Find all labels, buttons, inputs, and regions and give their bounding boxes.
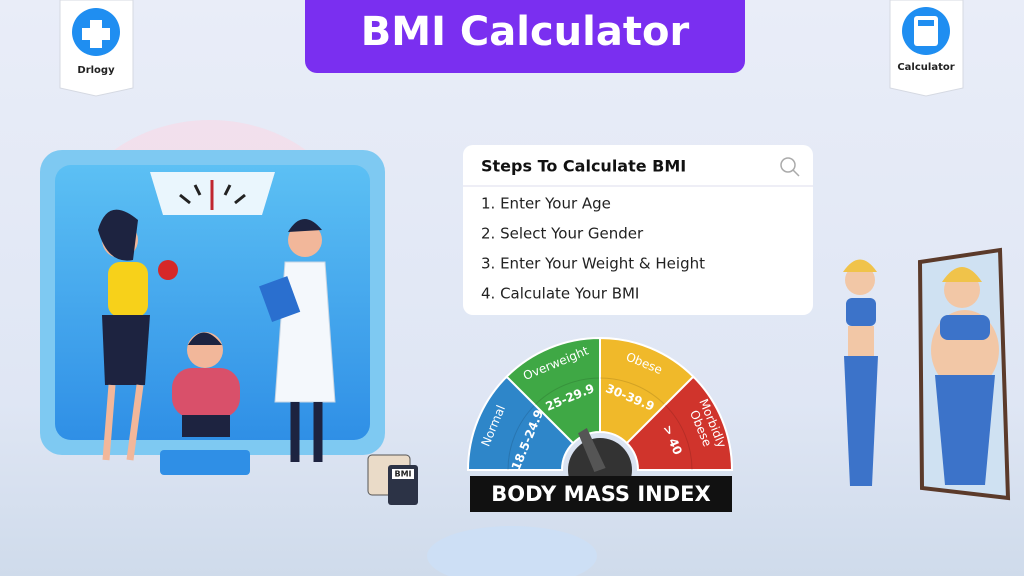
gauge-band bbox=[507, 404, 536, 471]
icon-label: BMI bbox=[394, 470, 411, 479]
gauge-banner bbox=[470, 476, 732, 512]
badge-label: Calculator bbox=[897, 62, 954, 73]
gauge-needle bbox=[578, 427, 606, 473]
step-item: 2. Select Your Gender bbox=[481, 225, 644, 243]
gauge-banner-text: BODY MASS INDEX bbox=[491, 482, 710, 506]
gauge-band bbox=[534, 377, 601, 406]
mirror-illustration bbox=[843, 247, 1011, 501]
scale-illustration bbox=[40, 150, 385, 475]
header-title: BMI Calculator bbox=[361, 9, 690, 55]
bmi-icon: BMI bbox=[367, 454, 418, 505]
steps-card: Steps To Calculate BMI 1. Enter Your Age… bbox=[463, 145, 813, 315]
bmi-gauge: Normal 18.5-24.9Overweight25-29.9Obese30-… bbox=[466, 336, 734, 512]
gauge-segment bbox=[466, 375, 575, 471]
step-item: 1. Enter Your Age bbox=[481, 195, 611, 213]
gauge-segment bbox=[625, 375, 734, 471]
badge-right: Calculator bbox=[889, 0, 964, 97]
badge-label: Drlogy bbox=[77, 65, 115, 76]
step-item: 3. Enter Your Weight & Height bbox=[481, 255, 705, 273]
gauge-band bbox=[664, 404, 693, 471]
steps-title: Steps To Calculate BMI bbox=[481, 157, 686, 176]
badge-left: Drlogy bbox=[59, 0, 134, 97]
gauge-segment bbox=[599, 336, 695, 445]
step-item: 4. Calculate Your BMI bbox=[481, 285, 639, 303]
gauge-band bbox=[599, 377, 666, 406]
header-bar bbox=[305, 0, 745, 73]
glow bbox=[427, 526, 597, 580]
